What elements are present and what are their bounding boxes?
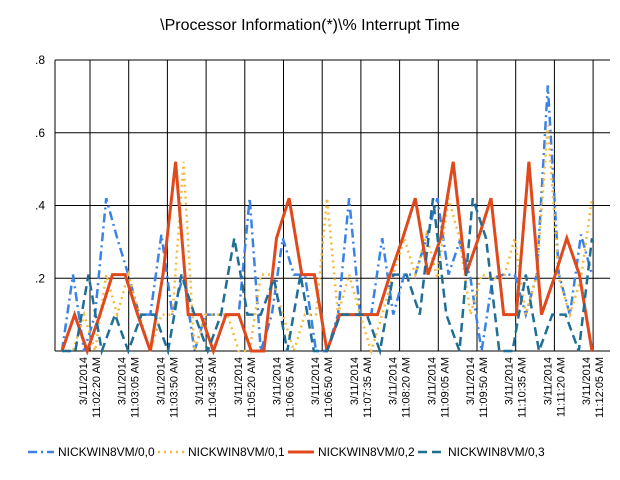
x-tick-date: 3/11/2014	[542, 357, 554, 405]
x-tick-time: 11:04:35 AM	[207, 357, 219, 418]
x-tick-time: 11:12:05 AM	[594, 357, 606, 418]
x-tick-date: 3/11/2014	[117, 357, 129, 405]
x-tick-label: 3/11/2014 11:08:20 AM	[388, 357, 413, 418]
x-tick-time: 11:06:05 AM	[285, 357, 297, 418]
y-tick-label: .2	[35, 271, 45, 285]
x-tick-label: 3/11/2014 11:11:20 AM	[542, 357, 567, 417]
series-line-0	[60, 85, 594, 353]
x-tick-date: 3/11/2014	[233, 357, 245, 405]
x-tick-date: 3/11/2014	[155, 357, 167, 405]
x-tick-time: 11:05:20 AM	[246, 357, 258, 418]
x-tick-label: 3/11/2014 11:06:05 AM	[272, 357, 297, 418]
y-tick-label: .4	[35, 199, 45, 213]
x-tick-label: 3/11/2014 11:03:05 AM	[117, 357, 142, 418]
y-axis: .2 .4 .6 .8	[35, 53, 56, 351]
x-tick-label: 3/11/2014 11:03:50 AM	[155, 357, 180, 418]
legend: NICKWIN8VM/0,0 NICKWIN8VM/0,1 NICKWIN8VM/0…	[28, 445, 545, 459]
series-lines	[60, 85, 594, 356]
x-tick-label: 3/11/2014 11:09:05 AM	[426, 357, 451, 418]
x-tick-time: 11:03:50 AM	[168, 357, 180, 418]
x-tick-date: 3/11/2014	[194, 357, 206, 405]
x-tick-date: 3/11/2014	[465, 357, 477, 405]
series-line-2	[60, 161, 594, 356]
x-tick-label: 3/11/2014 11:09:50 AM	[465, 357, 490, 418]
x-tick-label: 3/11/2014 11:05:20 AM	[233, 357, 258, 418]
x-tick-date: 3/11/2014	[581, 357, 593, 405]
x-tick-label: 3/11/2014 11:04:35 AM	[194, 357, 219, 418]
x-tick-date: 3/11/2014	[310, 357, 322, 405]
y-tick-label: .8	[35, 53, 45, 67]
plot-grid	[55, 59, 610, 351]
x-axis: 3/11/2014 11:02:20 AM 3/11/2014 11:03:05 AM…	[55, 350, 610, 418]
x-tick-label: 3/11/2014 11:12:05 AM	[581, 357, 606, 418]
legend-label-3: NICKWIN8VM/0,3	[448, 445, 545, 459]
x-tick-time: 11:06:50 AM	[323, 357, 335, 418]
legend-label-2: NICKWIN8VM/0,2	[318, 445, 415, 459]
x-tick-date: 3/11/2014	[388, 357, 400, 405]
chart-title: \Processor Information(*)\% Interrupt Ti…	[160, 17, 460, 34]
x-tick-time: 11:09:50 AM	[478, 357, 490, 418]
x-tick-time: 11:10:35 AM	[517, 357, 529, 418]
y-tick-label: .6	[35, 126, 45, 140]
x-tick-date: 3/11/2014	[272, 357, 284, 405]
x-tick-date: 3/11/2014	[426, 357, 438, 405]
x-tick-time: 11:11:20 AM	[555, 357, 567, 417]
x-tick-label: 3/11/2014 11:10:35 AM	[504, 357, 529, 418]
series-line-3	[62, 197, 594, 356]
x-tick-time: 11:02:20 AM	[91, 357, 103, 418]
x-tick-date: 3/11/2014	[504, 357, 516, 405]
x-tick-date: 3/11/2014	[78, 357, 90, 405]
x-tick-time: 11:07:35 AM	[362, 357, 374, 418]
legend-label-0: NICKWIN8VM/0,0	[58, 445, 155, 459]
legend-label-1: NICKWIN8VM/0,1	[188, 445, 285, 459]
x-tick-label: 3/11/2014 11:02:20 AM	[78, 357, 103, 418]
x-tick-time: 11:03:05 AM	[130, 357, 142, 418]
x-tick-label: 3/11/2014 11:06:50 AM	[310, 357, 335, 418]
x-tick-time: 11:09:05 AM	[439, 357, 451, 418]
x-tick-label: 3/11/2014 11:07:35 AM	[349, 357, 374, 418]
x-tick-time: 11:08:20 AM	[401, 357, 413, 418]
x-tick-date: 3/11/2014	[349, 357, 361, 405]
